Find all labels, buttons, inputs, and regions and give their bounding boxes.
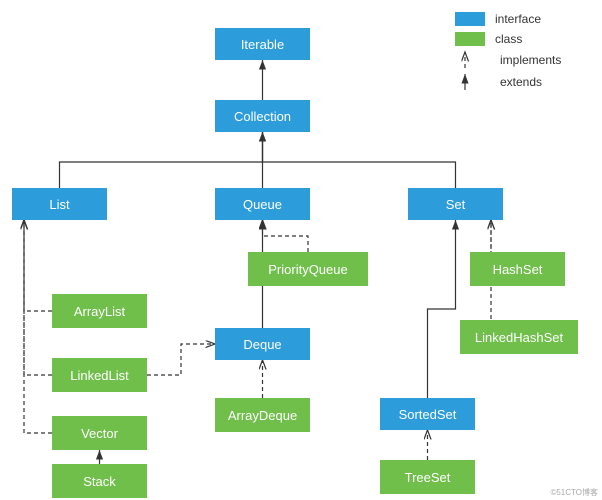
legend-arrow-extends: extends: [500, 75, 542, 89]
node-vector: Vector: [52, 416, 147, 450]
node-hashset: HashSet: [470, 252, 565, 286]
node-priorityqueue: PriorityQueue: [248, 252, 368, 286]
legend-box-class: [455, 32, 485, 46]
node-queue: Queue: [215, 188, 310, 220]
legend-text-interface: interface: [495, 12, 541, 26]
node-linkedlist: LinkedList: [52, 358, 147, 392]
node-stack: Stack: [52, 464, 147, 498]
legend-box-interface: [455, 12, 485, 26]
node-iterable: Iterable: [215, 28, 310, 60]
node-deque: Deque: [215, 328, 310, 360]
node-arraydeque: ArrayDeque: [215, 398, 310, 432]
legend-arrow-implements: implements: [500, 53, 561, 67]
node-collection: Collection: [215, 100, 310, 132]
node-arraylist: ArrayList: [52, 294, 147, 328]
legend-text-class: class: [495, 32, 522, 46]
node-sortedset: SortedSet: [380, 398, 475, 430]
node-linkedhashset: LinkedHashSet: [460, 320, 578, 354]
node-list: List: [12, 188, 107, 220]
node-set: Set: [408, 188, 503, 220]
node-treeset: TreeSet: [380, 460, 475, 494]
watermark: ©51CTO博客: [550, 487, 598, 498]
